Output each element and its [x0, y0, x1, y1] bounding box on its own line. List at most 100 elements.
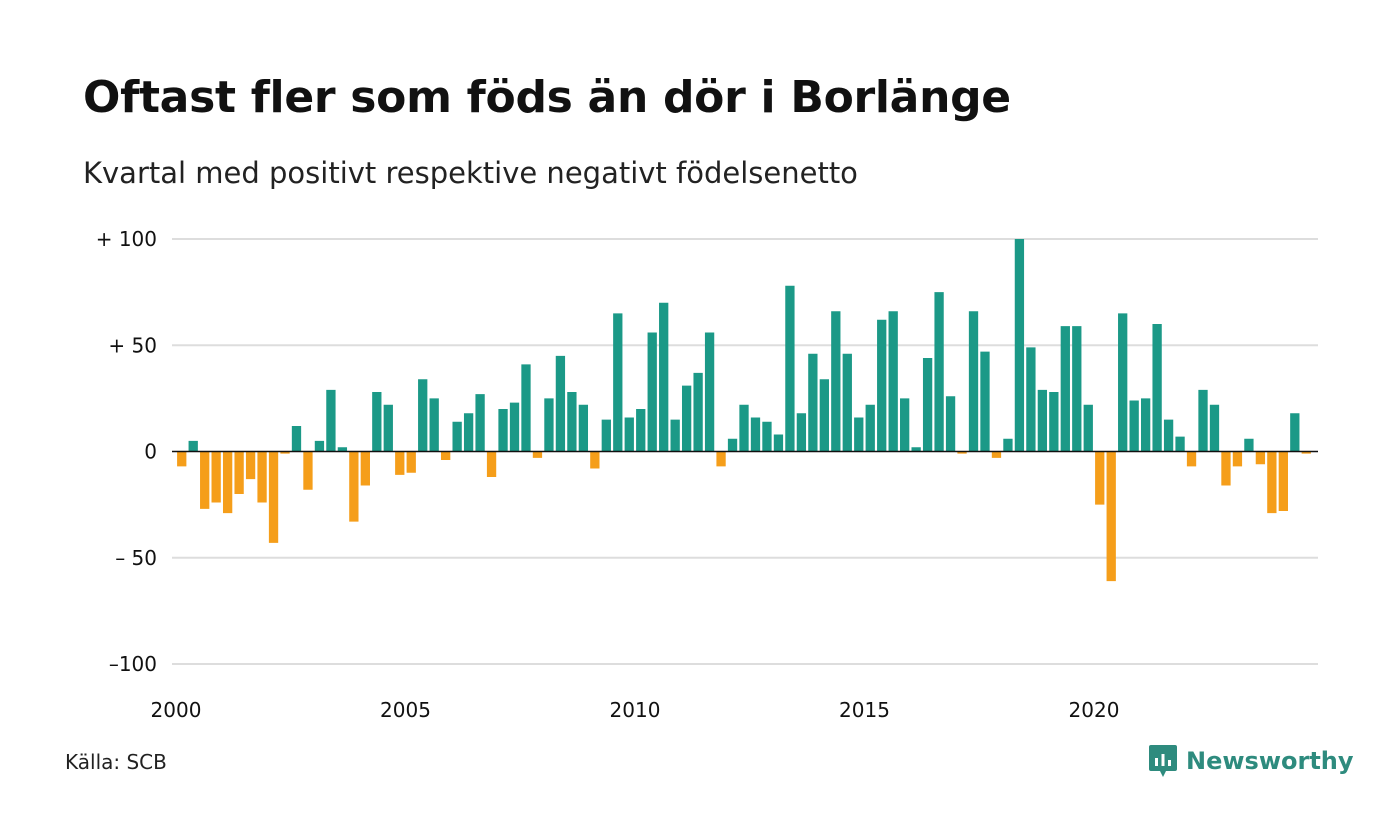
bar [268, 451, 279, 543]
bar [590, 451, 600, 469]
bar [222, 451, 233, 514]
bar [1232, 451, 1243, 467]
bar [314, 440, 325, 452]
bar [280, 451, 290, 454]
bar [716, 451, 726, 467]
bar [463, 413, 474, 452]
bar [188, 440, 198, 452]
bar [1278, 451, 1288, 511]
bar [900, 398, 910, 452]
bar [475, 394, 485, 452]
bar [498, 409, 508, 452]
x-tick-label: 2015 [839, 698, 890, 722]
bar [532, 451, 543, 458]
bar [1083, 404, 1093, 452]
bar [1163, 419, 1174, 452]
bar [922, 358, 933, 452]
bar [647, 332, 657, 452]
bar [234, 451, 244, 494]
bar [773, 434, 784, 452]
bar [521, 364, 531, 452]
bar [624, 417, 634, 452]
bar [693, 372, 703, 452]
bar [865, 404, 875, 452]
bar [980, 351, 990, 452]
bar [842, 353, 852, 452]
chart-title: Oftast fler som föds än dör i Borlänge [83, 72, 1011, 123]
bar [291, 426, 302, 452]
bar [796, 413, 807, 452]
bar [831, 311, 841, 452]
bar [303, 451, 313, 490]
source-label: Källa: SCB [65, 750, 167, 774]
bar [659, 302, 669, 452]
bar [486, 451, 497, 477]
y-tick-label: – 50 [115, 546, 157, 570]
bar [406, 451, 416, 473]
bar [739, 404, 749, 452]
bar [418, 379, 428, 452]
bar [968, 311, 979, 452]
bar [1049, 392, 1059, 452]
bar [1003, 438, 1013, 452]
bar [1140, 398, 1151, 452]
bar [1037, 389, 1048, 452]
bar [337, 447, 348, 452]
bar [1244, 438, 1254, 452]
y-tick-label: –100 [109, 652, 157, 676]
bar [877, 319, 887, 452]
bar [1026, 347, 1036, 452]
x-tick-label: 2020 [1069, 698, 1120, 722]
y-tick-label: + 100 [96, 227, 157, 251]
bar [636, 409, 646, 452]
bar [360, 451, 370, 486]
bar [395, 451, 405, 475]
bar [372, 392, 382, 452]
bar [1095, 451, 1105, 505]
bar [1072, 326, 1082, 452]
bar [819, 379, 829, 452]
bar [555, 355, 566, 452]
bar [601, 419, 611, 452]
bar [945, 396, 956, 452]
bar [441, 451, 451, 460]
bar [245, 451, 256, 480]
brand-logo[interactable]: Newsworthy [1148, 744, 1354, 778]
x-tick-label: 2005 [380, 698, 431, 722]
x-tick-label: 2000 [151, 698, 202, 722]
bar [681, 385, 692, 452]
chart-subtitle: Kvartal med positivt respektive negativt… [83, 156, 858, 190]
bar [1060, 326, 1070, 452]
bar [326, 389, 336, 452]
y-tick-label: 0 [144, 440, 157, 464]
bar [578, 404, 589, 452]
bar [1255, 451, 1266, 465]
bar [177, 451, 187, 467]
bar [762, 421, 772, 452]
y-tick-label: + 50 [108, 333, 157, 357]
newsworthy-logo-icon [1149, 745, 1177, 777]
bars [177, 239, 1311, 582]
bar [785, 285, 795, 452]
bar [1267, 451, 1277, 514]
bar [257, 451, 267, 503]
bar [1209, 404, 1220, 452]
bar [349, 451, 359, 522]
bar [957, 451, 967, 454]
bar [1186, 451, 1197, 467]
bar [1221, 451, 1231, 486]
bar [200, 451, 210, 509]
bar [991, 451, 1002, 458]
bar [854, 417, 864, 452]
bar [704, 332, 715, 452]
bar [1106, 451, 1116, 582]
bar [429, 398, 439, 452]
x-tick-label: 2010 [610, 698, 661, 722]
bar [911, 447, 921, 452]
bar [544, 398, 554, 452]
bar [670, 419, 680, 452]
bar [1175, 436, 1185, 452]
bar [509, 402, 520, 452]
bar [452, 421, 462, 452]
